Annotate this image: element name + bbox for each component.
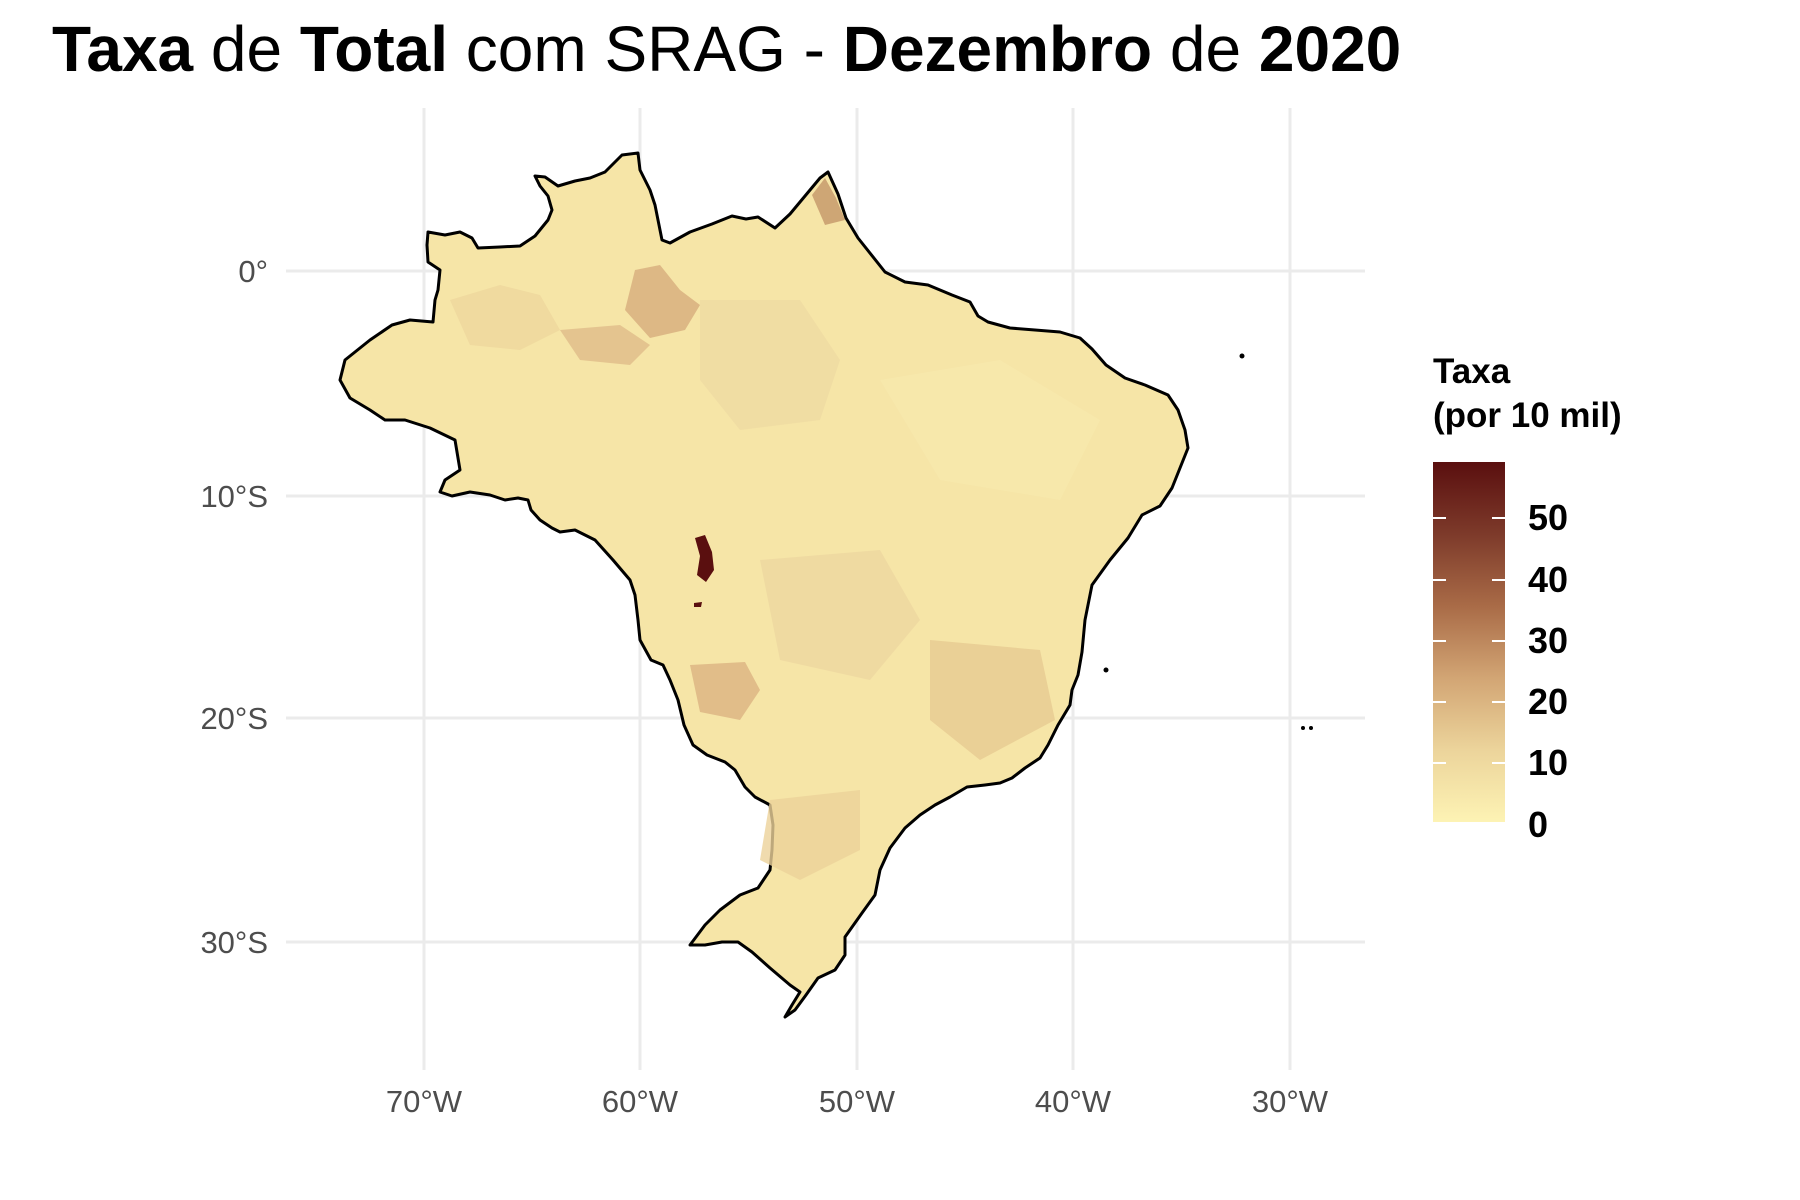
legend-ticks	[1433, 517, 1505, 764]
legend-label-0: 0	[1528, 804, 1549, 845]
island-trindade-1	[1301, 726, 1305, 730]
legend-label-10: 10	[1528, 742, 1569, 783]
region-shading	[450, 178, 1100, 880]
legend-label-40: 40	[1528, 559, 1569, 600]
region-para-tones	[700, 300, 840, 430]
brazil-map	[338, 151, 1313, 1019]
x-tick-60w: 60°W	[602, 1084, 679, 1119]
y-tick-20s: 20°S	[200, 701, 268, 736]
title-part-6: de	[1169, 13, 1242, 85]
region-amazon-west	[450, 285, 560, 350]
legend-label-50: 50	[1528, 497, 1569, 538]
island-trindade-2	[1309, 726, 1313, 730]
region-hotspot-mt	[695, 535, 714, 582]
region-amapa	[812, 178, 845, 225]
brazil-outline	[338, 151, 1190, 1019]
title-part-4: com SRAG -	[465, 13, 825, 85]
title-part-1: Taxa	[52, 13, 194, 85]
region-northeast	[880, 360, 1100, 500]
region-amazon-north	[625, 265, 700, 338]
title-part-7: 2020	[1258, 13, 1402, 85]
x-tick-30w: 30°W	[1252, 1084, 1329, 1119]
region-mato-grosso-south	[690, 662, 760, 720]
legend-label-30: 30	[1528, 620, 1569, 661]
title-part-3: Total	[299, 13, 448, 85]
x-axis: 70°W 60°W 50°W 40°W 30°W	[386, 1084, 1329, 1119]
legend-title-line-1: Taxa	[1433, 352, 1511, 391]
legend-title: Taxa (por 10 mil)	[1433, 350, 1622, 438]
legend-title-line-2: (por 10 mil)	[1433, 396, 1622, 435]
legend-label-20: 20	[1528, 681, 1569, 722]
x-tick-40w: 40°W	[1035, 1084, 1112, 1119]
y-tick-30s: 30°S	[200, 925, 268, 960]
y-tick-0: 0°	[238, 254, 268, 289]
legend-colorbar	[1433, 462, 1505, 822]
title-part-2: de	[210, 13, 283, 85]
x-tick-70w: 70°W	[386, 1084, 463, 1119]
y-axis: 0° 10°S 20°S 30°S	[200, 254, 268, 960]
x-tick-50w: 50°W	[819, 1084, 896, 1119]
region-hotspot-small	[694, 602, 702, 607]
region-southeast	[930, 640, 1055, 760]
map-title: Taxa de Total com SRAG - Dezembro de 202…	[52, 12, 1401, 86]
island-fernando-de-noronha	[1239, 353, 1245, 359]
y-tick-10s: 10°S	[200, 479, 268, 514]
region-south	[760, 790, 860, 880]
title-part-5: Dezembro	[842, 13, 1153, 85]
island-abrolhos	[1103, 667, 1109, 673]
region-amazon-center	[560, 325, 650, 365]
region-central	[760, 550, 920, 680]
